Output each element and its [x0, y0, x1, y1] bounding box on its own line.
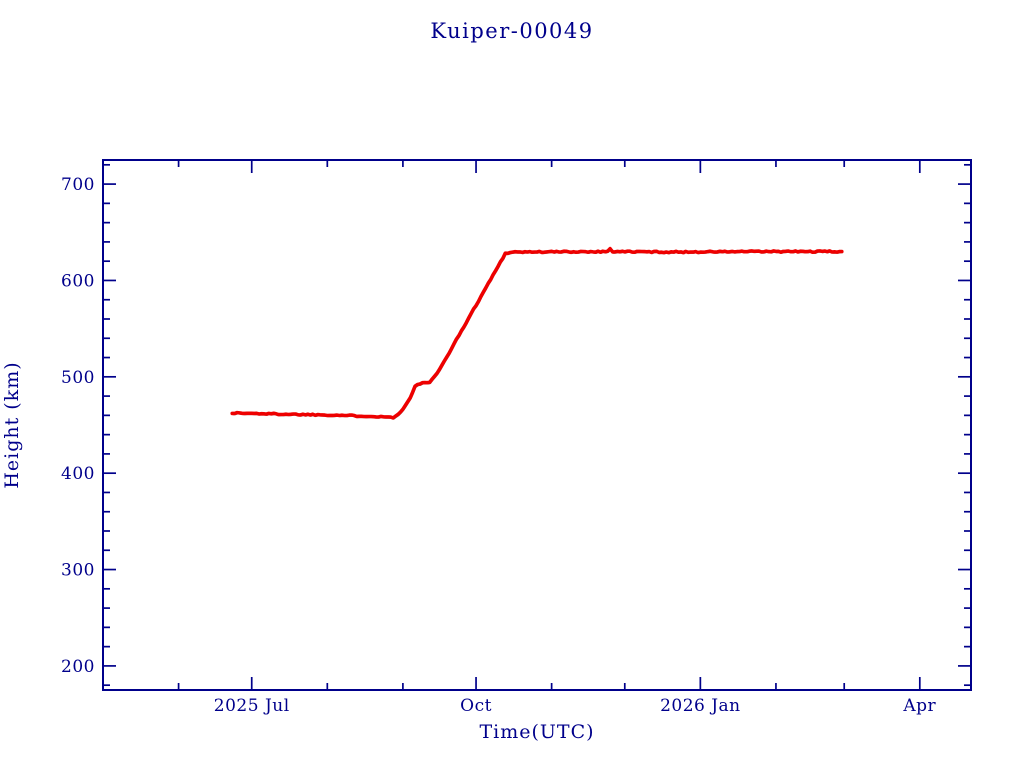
data-series	[230, 246, 844, 420]
plot-area: 200 300 400 500 600 700 2025 Jul Oct 2026 Jan Apr	[61, 159, 972, 716]
y-tick-label: 700	[61, 175, 95, 195]
x-tick-label: 2025 Jul	[214, 696, 290, 716]
y-tick-label: 300	[61, 561, 95, 581]
x-tick-label: 2026 Jan	[660, 696, 741, 716]
y-tick-label: 400	[61, 464, 95, 484]
y-tick-label: 200	[61, 657, 95, 677]
y-tick-label: 600	[61, 271, 95, 291]
plot-box	[102, 159, 972, 691]
x-axis-title: Time(UTC)	[479, 721, 594, 743]
x-tick-label: Oct	[460, 696, 492, 716]
y-axis-title: Height (km)	[1, 361, 23, 488]
x-tick-label: Apr	[902, 696, 936, 716]
chart-title: Kuiper-00049	[430, 19, 593, 43]
y-tick-label: 500	[61, 368, 95, 388]
